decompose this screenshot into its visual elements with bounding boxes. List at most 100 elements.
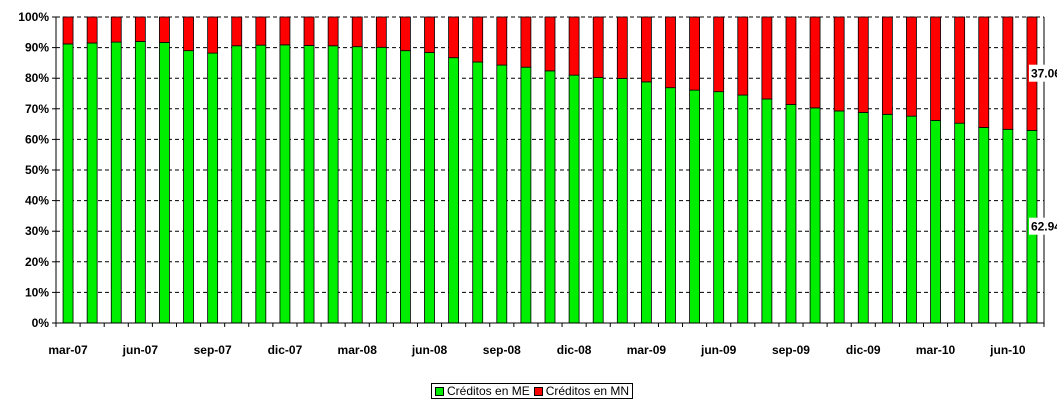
legend-label-mn: Créditos en MN	[545, 384, 630, 398]
bar-segment-me	[568, 74, 580, 324]
bar-segment-mn	[62, 16, 74, 45]
bar-segment-mn	[785, 16, 797, 105]
bar-segment-me	[809, 107, 821, 324]
bar-segment-mn	[1002, 16, 1014, 130]
y-axis-ticks: 0% 10% 20% 30% 40% 50% 60% 70% 80% 90% 100%	[18, 10, 56, 330]
bar-segment-mn	[279, 16, 291, 46]
y-tick-label: 70%	[25, 102, 49, 116]
bar-segment-me	[303, 45, 315, 324]
bar-segment-mn	[954, 16, 966, 124]
bar-segment-me	[159, 41, 170, 324]
bar-segment-mn	[833, 16, 845, 112]
bar-segment-me	[857, 112, 869, 324]
legend-item-mn: Créditos en MN	[533, 384, 630, 398]
bar-segment-mn	[375, 16, 387, 48]
bar-segment-mn	[183, 16, 194, 52]
bar-segment-me	[327, 45, 339, 324]
bar-segment-me	[640, 81, 652, 324]
bar-segment-mn	[134, 16, 146, 42]
bar-segment-me	[424, 52, 435, 324]
bar-segment-me	[881, 113, 893, 324]
bar-segment-me	[833, 110, 845, 324]
x-tick-label: sep-09	[772, 343, 810, 357]
bar-segment-mn	[809, 16, 821, 109]
bar-segment-mn	[930, 16, 941, 121]
x-tick-label: sep-07	[194, 343, 232, 357]
x-tick-label: mar-09	[627, 343, 667, 357]
bar-segment-me	[616, 78, 628, 324]
bar-segment-me	[110, 41, 122, 324]
y-tick-label: 60%	[25, 132, 49, 146]
bar-segment-mn	[159, 16, 170, 43]
y-tick-label: 20%	[25, 255, 49, 269]
x-tick-label: mar-08	[338, 343, 378, 357]
x-tick-label: dic-09	[846, 343, 881, 357]
bar-segment-mn	[472, 16, 484, 63]
bar-segment-mn	[568, 16, 580, 76]
bar-segment-mn	[327, 16, 339, 47]
bar-segment-mn	[400, 16, 411, 52]
bar-segment-me	[520, 66, 532, 324]
bar-segment-me	[351, 46, 363, 324]
bar-segment-mn	[857, 16, 869, 113]
y-tick-label: 50%	[25, 163, 49, 177]
data-label-mn: 37.06	[1031, 67, 1057, 81]
bar-segment-mn	[881, 16, 893, 115]
y-tick-label: 90%	[25, 41, 49, 55]
bar-segment-mn	[761, 16, 773, 100]
bar-segment-me	[496, 64, 508, 324]
bar-segment-mn	[520, 16, 532, 68]
x-tick-label: jun-09	[700, 343, 737, 357]
data-label-mn-bg	[1028, 64, 1057, 82]
legend-swatch-me	[435, 386, 444, 396]
bar-segment-mn	[496, 16, 508, 66]
bar-segment-me	[231, 45, 243, 324]
bar-segment-me	[930, 120, 941, 324]
y-tick-label: 100%	[18, 10, 49, 24]
legend: Créditos en ME Créditos en MN	[431, 383, 634, 399]
y-tick-label: 30%	[25, 224, 49, 238]
bar-segment-mn	[86, 16, 98, 44]
bar-segment-mn	[351, 16, 363, 48]
bar-segment-me	[255, 44, 267, 324]
bar-segment-mn	[424, 16, 435, 53]
y-tick-label: 80%	[25, 71, 49, 85]
bar-segment-me	[375, 46, 387, 324]
x-tick-label: dic-07	[268, 343, 303, 357]
bar-series	[62, 16, 1038, 324]
bar-segment-me	[978, 127, 990, 324]
legend-swatch-mn	[533, 386, 543, 396]
bar-segment-mn	[689, 16, 700, 91]
bar-segment-me	[713, 91, 725, 324]
bar-segment-me	[737, 94, 749, 324]
bar-segment-mn	[616, 16, 628, 79]
bar-segment-me	[906, 115, 917, 324]
bar-segment-me	[954, 122, 966, 324]
x-tick-label: sep-08	[483, 343, 521, 357]
y-tick-label: 0%	[32, 316, 50, 330]
bar-segment-mn	[978, 16, 990, 128]
bar-segment-me	[400, 50, 411, 324]
x-tick-label: jun-08	[411, 343, 448, 357]
bar-segment-mn	[231, 16, 243, 47]
legend-label-me: Créditos en ME	[447, 384, 530, 398]
bar-segment-mn	[544, 16, 556, 72]
bar-segment-me	[689, 89, 700, 324]
x-tick-label: jun-07	[122, 343, 159, 357]
bar-segment-me	[62, 43, 74, 324]
x-tick-label: dic-08	[557, 343, 592, 357]
bar-segment-mn	[592, 16, 604, 78]
y-tick-label: 10%	[25, 285, 49, 299]
bar-segment-me	[472, 61, 484, 324]
bar-segment-me	[761, 98, 773, 324]
bar-segment-mn	[665, 16, 676, 89]
bar-segment-mn	[448, 16, 460, 59]
y-tick-label: 40%	[25, 194, 49, 208]
bar-segment-mn	[737, 16, 749, 96]
bar-segment-mn	[303, 16, 315, 46]
legend-item-me: Créditos en ME	[435, 384, 530, 398]
bar-segment-mn	[255, 16, 267, 46]
bar-segment-me	[1002, 128, 1014, 324]
bar-segment-me	[183, 50, 194, 324]
